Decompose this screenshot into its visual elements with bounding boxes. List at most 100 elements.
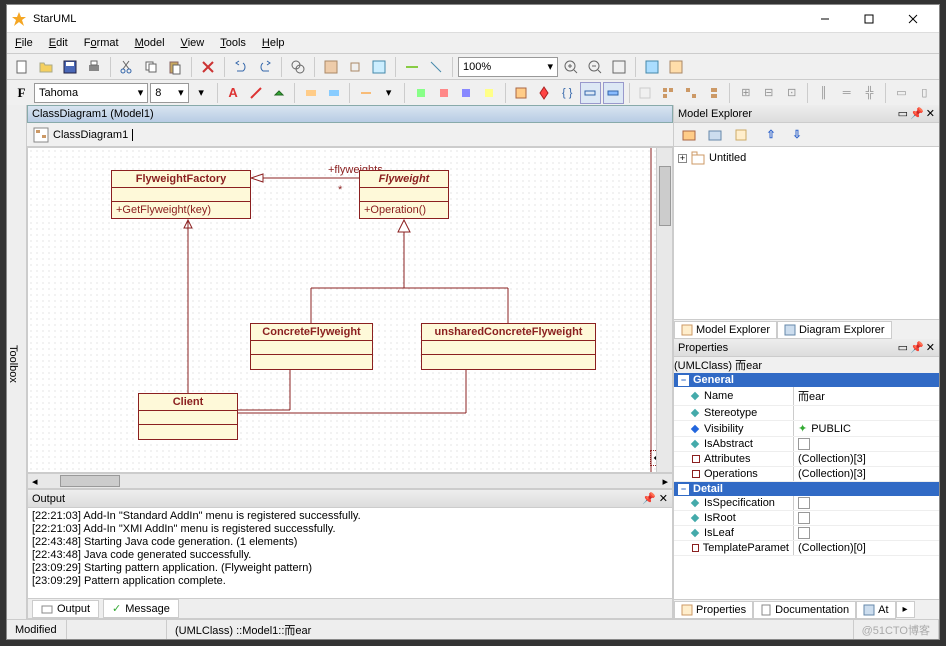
fill-color-button[interactable] — [268, 82, 289, 104]
menu-tools[interactable]: Tools — [220, 37, 246, 49]
tool-button[interactable] — [368, 56, 390, 78]
tab-at[interactable]: At — [856, 601, 895, 619]
vscroll-track[interactable] — [656, 148, 672, 472]
tab-message[interactable]: ✓Message — [103, 599, 179, 618]
print-button[interactable] — [83, 56, 105, 78]
tool-button[interactable] — [704, 124, 726, 146]
menu-format[interactable]: Format — [84, 37, 119, 49]
uml-class-unshared[interactable]: unsharedConcreteFlyweight — [421, 323, 596, 370]
copy-button[interactable] — [140, 56, 162, 78]
tool-button[interactable] — [479, 82, 500, 104]
scroll-right[interactable]: ▸ — [896, 601, 915, 618]
tool-button[interactable]: ⊞ — [735, 82, 756, 104]
delete-button[interactable] — [197, 56, 219, 78]
tool-button[interactable] — [433, 82, 454, 104]
tool-button[interactable]: ║ — [813, 82, 834, 104]
tool-button[interactable] — [680, 82, 701, 104]
zoom-out-button[interactable] — [584, 56, 606, 78]
undo-button[interactable] — [230, 56, 252, 78]
toolbox-panel[interactable]: Toolbox — [7, 105, 27, 619]
close-icon[interactable]: ✕ — [926, 341, 935, 354]
tool-button[interactable] — [580, 82, 601, 104]
menu-edit[interactable]: Edit — [49, 37, 68, 49]
find-button[interactable] — [287, 56, 309, 78]
tool-button[interactable] — [678, 124, 700, 146]
tool-button[interactable] — [534, 82, 555, 104]
prop-category[interactable]: −Detail — [674, 482, 939, 496]
tool-button[interactable] — [641, 56, 663, 78]
tool-button[interactable]: { } — [557, 82, 578, 104]
zoom-select[interactable]: 100%▾ — [458, 57, 558, 77]
diagram-tab-label[interactable]: ClassDiagram1 — [53, 129, 128, 141]
zoom-fit-button[interactable] — [608, 56, 630, 78]
tool-button[interactable] — [355, 82, 376, 104]
tool-button[interactable]: ═ — [836, 82, 857, 104]
tool-button[interactable] — [658, 82, 679, 104]
save-button[interactable] — [59, 56, 81, 78]
down-button[interactable]: ⇩ — [786, 124, 808, 146]
tool-button[interactable] — [401, 56, 423, 78]
redo-button[interactable] — [254, 56, 276, 78]
tool-button[interactable]: ▭ — [891, 82, 912, 104]
tree-node[interactable]: Untitled — [709, 152, 746, 164]
uml-class-flyweight[interactable]: Flyweight +Operation() — [359, 170, 449, 219]
output-body[interactable]: [22:21:03] Add-In "Standard AddIn" menu … — [28, 508, 672, 598]
font-icon[interactable]: F — [11, 82, 32, 104]
tool-button[interactable] — [603, 82, 624, 104]
zoom-in-button[interactable] — [560, 56, 582, 78]
pin-icon[interactable]: 📌 — [910, 107, 924, 120]
uml-class-concrete[interactable]: ConcreteFlyweight — [250, 323, 373, 370]
pin-icon[interactable]: 📌 ✕ — [642, 492, 668, 505]
dock-icon[interactable]: ▭ — [898, 107, 908, 120]
tool-button[interactable] — [665, 56, 687, 78]
uml-class-client[interactable]: Client — [138, 393, 238, 440]
uml-class-factory[interactable]: FlyweightFactory +GetFlyweight(key) — [111, 170, 251, 219]
pin-icon[interactable]: 📌 — [910, 341, 924, 354]
tab-diagram-explorer[interactable]: Diagram Explorer — [777, 321, 892, 339]
tool-button[interactable] — [300, 82, 321, 104]
maximize-button[interactable] — [847, 6, 891, 32]
tool-button[interactable] — [703, 82, 724, 104]
close-button[interactable] — [891, 6, 935, 32]
tool-button[interactable]: ⊡ — [781, 82, 802, 104]
dock-icon[interactable]: ▭ — [898, 341, 908, 354]
paste-button[interactable] — [164, 56, 186, 78]
hscroll[interactable]: ◂▸ — [27, 473, 673, 489]
tool-button[interactable] — [456, 82, 477, 104]
tab-model-explorer[interactable]: Model Explorer — [674, 321, 777, 339]
new-button[interactable] — [11, 56, 33, 78]
property-grid[interactable]: −General Name而ear Stereotype Visibility✦… — [674, 373, 939, 599]
tool-button[interactable]: ▾ — [191, 82, 212, 104]
tab-output[interactable]: Output — [32, 600, 99, 618]
font-size-select[interactable]: 8▾ — [150, 83, 188, 103]
tool-button[interactable] — [730, 124, 752, 146]
menu-file[interactable]: File — [15, 37, 33, 49]
tool-button[interactable]: ╬ — [859, 82, 880, 104]
tool-button[interactable] — [425, 56, 447, 78]
tab-documentation[interactable]: Documentation — [753, 601, 856, 619]
prop-category[interactable]: −General — [674, 373, 939, 387]
tool-button[interactable]: ⊟ — [758, 82, 779, 104]
minimize-button[interactable] — [803, 6, 847, 32]
tool-button[interactable] — [323, 82, 344, 104]
tool-button[interactable] — [344, 56, 366, 78]
font-name-select[interactable]: Tahoma▾ — [34, 83, 148, 103]
font-color-button[interactable]: A — [223, 82, 244, 104]
close-icon[interactable]: ✕ — [926, 107, 935, 120]
tool-button[interactable]: ▾ — [378, 82, 399, 104]
tool-button[interactable] — [320, 56, 342, 78]
tab-properties[interactable]: Properties — [674, 601, 753, 619]
menu-model[interactable]: Model — [135, 37, 165, 49]
up-button[interactable]: ⇧ — [760, 124, 782, 146]
menu-help[interactable]: Help — [262, 37, 285, 49]
diagram-canvas[interactable]: +flyweights * — [28, 148, 672, 472]
cut-button[interactable] — [116, 56, 138, 78]
tool-button[interactable]: ▯ — [914, 82, 935, 104]
tool-button[interactable] — [511, 82, 532, 104]
line-color-button[interactable] — [246, 82, 267, 104]
open-button[interactable] — [35, 56, 57, 78]
model-tree[interactable]: +Untitled — [674, 147, 939, 319]
tool-button[interactable] — [410, 82, 431, 104]
menu-view[interactable]: View — [181, 37, 205, 49]
tool-button[interactable] — [635, 82, 656, 104]
